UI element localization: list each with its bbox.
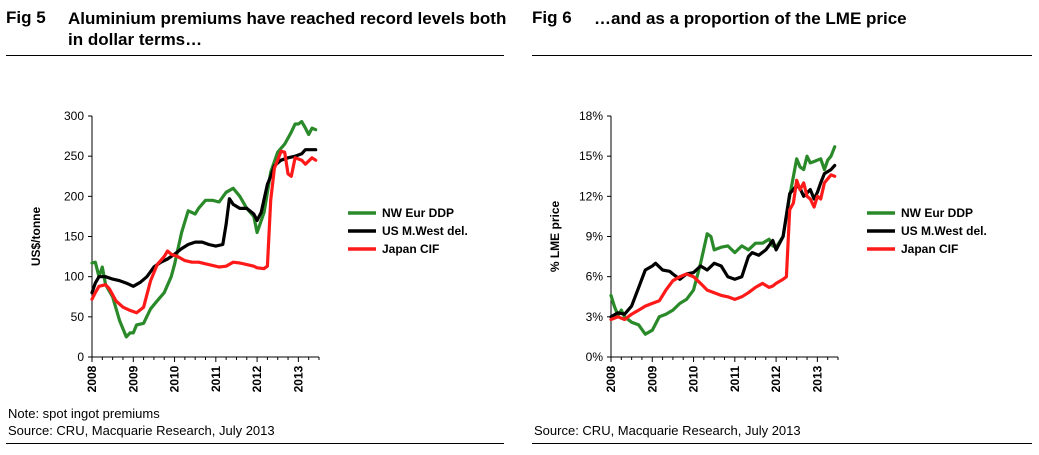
y-axis-title: US$/tonne: [29, 207, 43, 267]
x-tick-label: 2009: [126, 365, 140, 392]
x-tick-label: 2010: [168, 365, 182, 392]
y-tick-label: 100: [64, 270, 84, 284]
figure-5-number: Fig 5: [6, 8, 46, 27]
legend-label: Japan CIF: [382, 242, 439, 256]
x-tick-label: 2012: [250, 365, 264, 392]
legend-label: US M.West del.: [382, 224, 468, 238]
x-tick-label: 2008: [85, 365, 99, 392]
figure-6-source: Source: CRU, Macquarie Research, July 20…: [534, 423, 801, 438]
x-tick-label: 2008: [604, 365, 618, 392]
figure-5-panel: Fig 5 Aluminium premiums have reached re…: [0, 0, 512, 455]
y-tick-label: 200: [64, 189, 84, 203]
legend-label: NW Eur DDP: [382, 206, 454, 220]
figure-5-note: Note: spot ingot premiums: [8, 406, 160, 421]
x-tick-label: 2013: [810, 365, 824, 392]
y-tick-label: 18%: [579, 109, 603, 123]
figure-6-chart: 0% 3% 6% 9% 12% 15% 18% 2008 2009 2010 2011 2012 201…: [548, 109, 987, 392]
y-tick-label: 50: [71, 310, 85, 324]
x-tick-label: 2009: [645, 365, 659, 392]
x-tick-label: 2011: [209, 366, 223, 392]
y-axis-title: % LME price: [548, 201, 562, 273]
legend-label: NW Eur DDP: [901, 206, 973, 220]
y-tick-label: 3%: [586, 310, 604, 324]
figure-5-bottom-rule: [6, 443, 504, 444]
figure-6-bottom-rule: [532, 443, 1032, 444]
legend-label: US M.West del.: [901, 224, 987, 238]
figure-5-title: Aluminium premiums have reached record l…: [68, 9, 507, 49]
legend-label: Japan CIF: [901, 242, 958, 256]
series-line-japan-cif: [609, 173, 837, 322]
y-tick-label: 0%: [586, 350, 604, 364]
series-line-us-m-west-del-: [90, 148, 318, 295]
figure-5-source: Source: CRU, Macquarie Research, July 20…: [8, 423, 275, 438]
figure-6-top-rule: [532, 55, 1032, 56]
figure-5-top-rule: [6, 55, 504, 56]
series-line-japan-cif: [90, 149, 318, 315]
figure-6-title: …and as a proportion of the LME price: [594, 9, 907, 28]
series-line-nw-eur-ddp: [609, 145, 837, 336]
figure-5-chart: 0 50 100 150 200 250 300 2008 2009 2010 2011 2012 20…: [29, 109, 468, 392]
figure-6-number: Fig 6: [532, 8, 572, 27]
figure-6-panel: Fig 6 …and as a proportion of the LME pr…: [526, 0, 1039, 455]
y-tick-label: 15%: [579, 149, 603, 163]
x-tick-label: 2013: [291, 365, 305, 392]
y-tick-label: 9%: [586, 230, 604, 244]
series-line-nw-eur-ddp: [90, 120, 318, 339]
y-tick-label: 12%: [579, 189, 603, 203]
series-line-us-m-west-del-: [609, 163, 837, 319]
y-tick-label: 150: [64, 230, 84, 244]
x-tick-label: 2012: [769, 365, 783, 392]
y-tick-label: 250: [64, 149, 84, 163]
y-tick-label: 300: [64, 109, 84, 123]
figure-5-header: Fig 5 Aluminium premiums have reached re…: [6, 8, 506, 52]
y-tick-label: 0: [77, 350, 84, 364]
figure-6-header: Fig 6 …and as a proportion of the LME pr…: [532, 8, 1032, 52]
x-tick-label: 2010: [687, 365, 701, 392]
x-tick-label: 2011: [728, 366, 742, 392]
y-tick-label: 6%: [586, 270, 604, 284]
